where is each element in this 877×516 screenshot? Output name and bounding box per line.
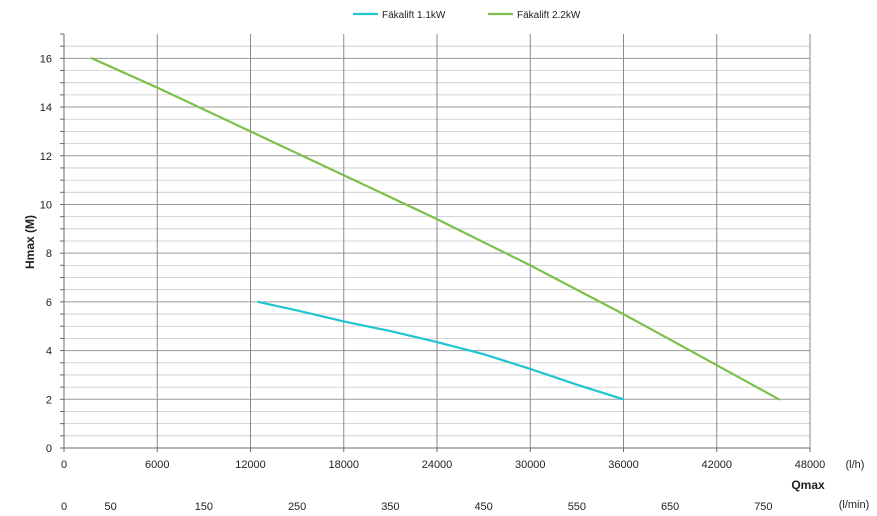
y-tick-label: 14 bbox=[40, 102, 52, 114]
y-tick-label: 4 bbox=[46, 346, 52, 358]
x-tick-labels: 0 6000 12000 18000 24000 30000 36000 42000 48000 bbox=[61, 459, 825, 471]
series-line-1 bbox=[257, 300, 625, 401]
y-tick-label: 8 bbox=[46, 248, 52, 260]
y-tick-labels: 0 2 4 6 8 10 12 14 16 bbox=[40, 53, 52, 455]
x2-tick-labels: 0 50 150 250 350 450 550 650 750 bbox=[61, 501, 773, 513]
x2-tick-label: 450 bbox=[474, 501, 492, 513]
legend-label-1: Fäkalift 1.1kW bbox=[382, 10, 446, 21]
major-gridlines bbox=[64, 34, 811, 448]
y-tick-label: 16 bbox=[40, 53, 52, 65]
y-tick-label: 6 bbox=[46, 297, 52, 309]
x-tick-label: 24000 bbox=[422, 459, 453, 471]
x-axis-label: Qmax bbox=[791, 478, 825, 492]
x2-tick-label: 250 bbox=[288, 501, 306, 513]
x-tick-label: 48000 bbox=[795, 459, 826, 471]
axes bbox=[60, 33, 811, 452]
legend: Fäkalift 1.1kW Fäkalift 2.2kW bbox=[353, 10, 581, 21]
x2-tick-label: 750 bbox=[754, 501, 772, 513]
y-tick-label: 10 bbox=[40, 199, 52, 211]
series-line-2 bbox=[90, 57, 781, 401]
x2-tick-label: 550 bbox=[568, 501, 586, 513]
y-tick-label: 0 bbox=[46, 443, 52, 455]
x2-axis-unit: (l/min) bbox=[839, 499, 870, 511]
x2-tick-label: 150 bbox=[195, 501, 213, 513]
x-tick-label: 30000 bbox=[515, 459, 546, 471]
x2-tick-label: 50 bbox=[105, 501, 117, 513]
x-tick-label: 36000 bbox=[608, 459, 639, 471]
x-tick-label: 0 bbox=[61, 459, 67, 471]
x2-tick-label: 350 bbox=[381, 501, 399, 513]
x2-tick-label: 650 bbox=[661, 501, 679, 513]
series-lines bbox=[90, 57, 781, 401]
x-tick-label: 6000 bbox=[145, 459, 169, 471]
y-axis-label: Hmax (M) bbox=[23, 215, 37, 269]
x2-tick-label: 0 bbox=[61, 501, 67, 513]
x-tick-label: 42000 bbox=[701, 459, 732, 471]
y-tick-label: 2 bbox=[46, 394, 52, 406]
x-axis-unit: (l/h) bbox=[846, 459, 865, 471]
x-tick-label: 18000 bbox=[328, 459, 359, 471]
y-tick-label: 12 bbox=[40, 151, 52, 163]
legend-label-2: Fäkalift 2.2kW bbox=[517, 10, 581, 21]
x-tick-label: 12000 bbox=[235, 459, 266, 471]
